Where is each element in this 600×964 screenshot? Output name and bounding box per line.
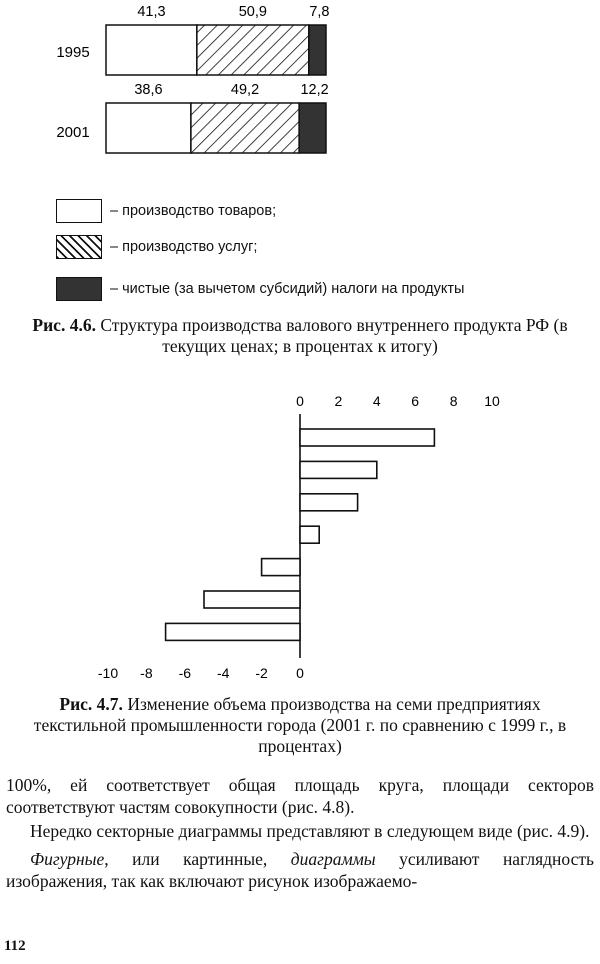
- bar-segment: [196, 24, 310, 76]
- legend-label-goods: – производство товаров;: [110, 203, 277, 219]
- top-tick-label: 10: [484, 393, 500, 409]
- figure-caption-4-6: Рис. 4.6. Структура производства валовог…: [0, 315, 600, 357]
- legend-swatch-dark: [56, 277, 102, 301]
- caption-label: Рис. 4.7.: [59, 694, 123, 714]
- legend-label-taxes: – чистые (за вычетом субсидий) налоги на…: [110, 281, 465, 297]
- italic-term: диаграммы: [290, 849, 376, 869]
- bottom-tick-label: -4: [217, 665, 230, 681]
- structure-stacked-bar-chart: 1995 41,3 50,9 7,8 2001 38,6 49,2 12,2: [56, 4, 330, 154]
- value-label: 49,2: [231, 82, 259, 98]
- caption-text: Структура производства валового внутренн…: [100, 315, 568, 356]
- top-tick-label: 2: [335, 393, 343, 409]
- legend-item-services: – производство услуг;: [56, 234, 257, 260]
- body-text: 100%, ей соответствует общая площадь кру…: [6, 774, 594, 892]
- top-tick-label: 8: [450, 393, 458, 409]
- bar: [164, 622, 301, 642]
- value-label: 50,9: [239, 4, 267, 20]
- category-label: 1995: [56, 44, 89, 61]
- top-tick-label: 0: [296, 393, 304, 409]
- value-label: 7,8: [309, 4, 329, 20]
- bottom-tick-label: -8: [140, 665, 153, 681]
- text-run: усиливают наглядность изображения, так к…: [6, 849, 594, 891]
- legend-swatch-white: [56, 199, 102, 223]
- bar-segment: [308, 24, 327, 76]
- value-label: 38,6: [134, 82, 162, 98]
- bar: [299, 460, 378, 480]
- top-tick-label: 4: [373, 393, 381, 409]
- bottom-tick-label: -2: [255, 665, 268, 681]
- bottom-tick-label: 0: [296, 665, 304, 681]
- paragraph: Фигурные, или картинные, диаграммы усили…: [6, 848, 594, 892]
- bar: [260, 557, 301, 577]
- production-change-bar-chart: 0 2 4 6 8 10 -10 -8 -6 -4 -2 0: [98, 393, 500, 681]
- paragraph: Нередко секторные диаграммы представляют…: [30, 821, 590, 841]
- legend-item-goods: – производство товаров;: [56, 198, 276, 224]
- bar: [299, 525, 321, 545]
- italic-term: Фигурные: [30, 849, 105, 869]
- figure-caption-4-7: Рис. 4.7. Изменение объема производства …: [0, 694, 600, 757]
- value-label: 41,3: [137, 4, 165, 20]
- legend-swatch-hatched: [56, 235, 102, 259]
- text-run: , или картинные,: [104, 849, 291, 869]
- paragraph: 100%, ей соответствует общая площадь кру…: [6, 775, 594, 817]
- bar-segment: [105, 24, 198, 76]
- value-label: 12,2: [300, 82, 328, 98]
- category-label: 2001: [56, 124, 89, 141]
- bar-segment: [190, 102, 300, 154]
- bar-segment: [105, 102, 192, 154]
- bar-segment: [298, 102, 327, 154]
- legend-item-taxes: – чистые (за вычетом субсидий) налоги на…: [56, 276, 464, 302]
- top-tick-label: 6: [411, 393, 419, 409]
- bottom-tick-label: -6: [179, 665, 192, 681]
- bar: [203, 590, 301, 609]
- bar: [299, 428, 436, 447]
- legend-label-services: – производство услуг;: [110, 239, 258, 255]
- caption-text: Изменение объема производства на семи пр…: [33, 694, 567, 756]
- caption-label: Рис. 4.6.: [32, 315, 96, 335]
- page-number: 112: [4, 938, 26, 954]
- bottom-tick-label: -10: [98, 665, 118, 681]
- bar: [299, 492, 359, 512]
